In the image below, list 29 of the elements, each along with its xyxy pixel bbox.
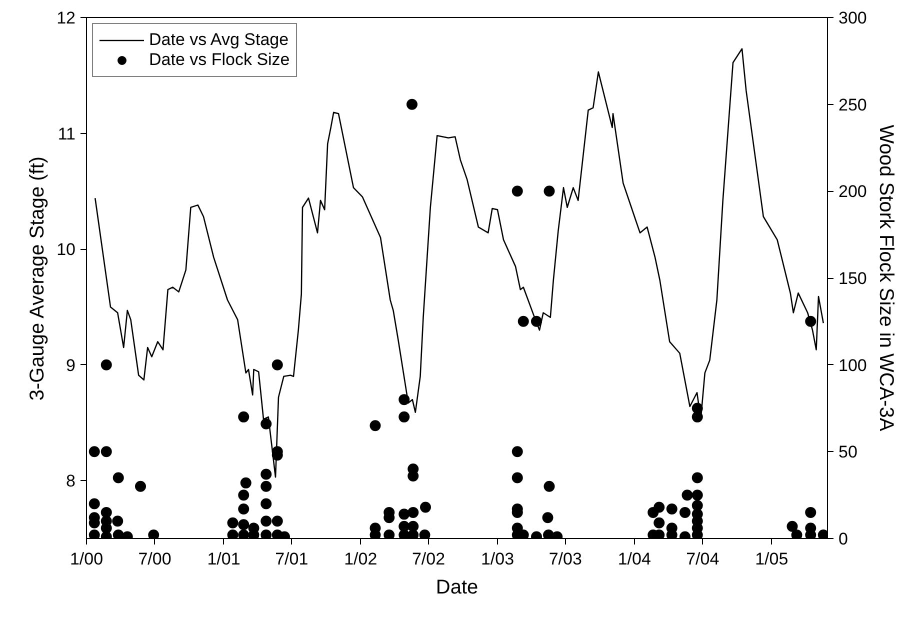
y2-tick-label: 0: [838, 530, 848, 548]
legend-label: Date vs Avg Stage: [149, 30, 289, 50]
x-tick-label: 7/01: [275, 550, 308, 568]
y2-tick-label: 50: [838, 442, 858, 462]
y-axis-title: 3-Gauge Average Stage (ft): [26, 156, 49, 401]
y2-tick-label: 150: [838, 269, 867, 288]
x-tick-label: 1/00: [70, 550, 104, 568]
x-tick-label: 7/03: [548, 550, 582, 568]
x-tick-label: 7/00: [138, 550, 172, 568]
y-tick-label: 8: [66, 472, 76, 491]
x-tick-label: 1/01: [207, 550, 240, 568]
x-axis-title: Date: [436, 576, 478, 598]
x-tick-label: 1/05: [755, 550, 788, 568]
y-tick-label: 10: [56, 240, 76, 260]
y2-axis-title: Wood Stork Flock Size in WCA-3A: [874, 124, 897, 432]
y2-tick-label: 300: [838, 8, 867, 28]
x-tick-label: 1/03: [480, 550, 514, 568]
x-tick-label: 7/02: [412, 550, 446, 568]
y2-tick-label: 200: [838, 182, 867, 202]
x-tick-label: 1/02: [344, 550, 378, 568]
y2-tick-label: 100: [838, 356, 867, 375]
y2-tick-label: 250: [838, 95, 867, 114]
x-tick-label: 7/04: [686, 550, 720, 568]
legend-label: Date vs Flock Size: [149, 50, 290, 70]
y-tick-label: 11: [58, 124, 76, 144]
x-tick-label: 1/04: [618, 550, 651, 568]
y-tick-label: 9: [66, 356, 76, 375]
line-series: [94, 48, 824, 478]
y-tick-label: 12: [56, 8, 76, 28]
